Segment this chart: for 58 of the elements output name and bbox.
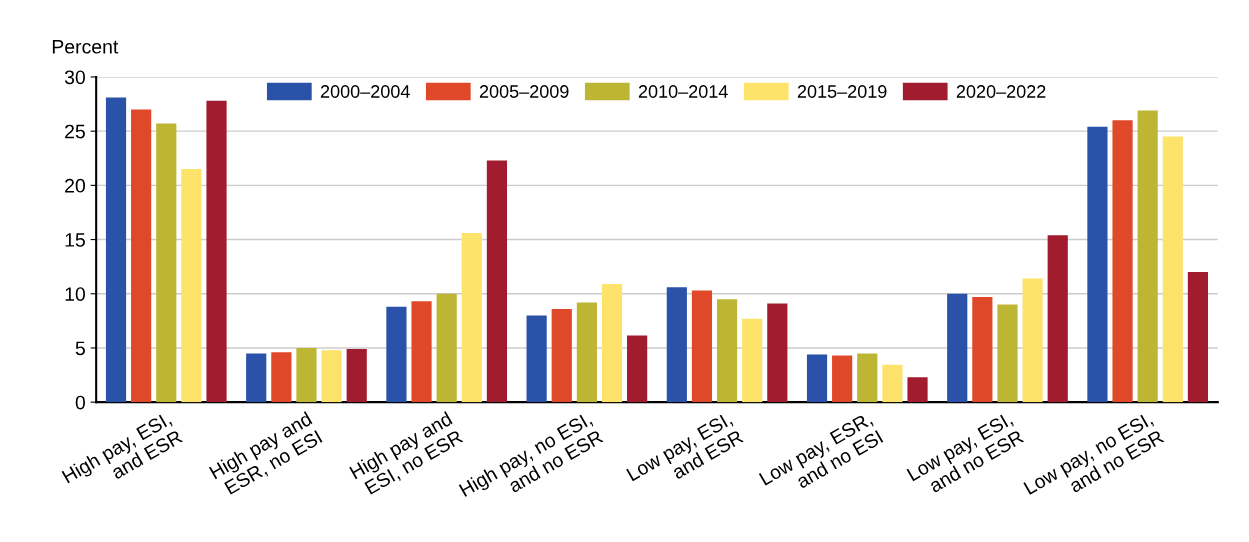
y-tick-label: 5 <box>75 341 85 356</box>
bar <box>691 290 713 403</box>
y-tick-label: 0 <box>75 395 85 410</box>
bar <box>346 349 367 403</box>
bar <box>156 123 177 403</box>
bar <box>206 100 227 403</box>
bar <box>806 354 828 403</box>
y-tick-label: 15 <box>65 233 85 247</box>
bar <box>321 350 342 403</box>
legend-label: 2015–2019 <box>797 85 887 98</box>
bar <box>997 304 1018 403</box>
bar <box>131 109 152 403</box>
y-tick-label: 25 <box>65 124 85 139</box>
bar <box>386 306 407 403</box>
y-tick-label: 30 <box>64 70 85 85</box>
bar <box>181 169 202 403</box>
bar <box>1112 120 1133 403</box>
bar <box>1047 235 1068 403</box>
bar <box>601 284 623 403</box>
x-tick-label: Low pay, ESR, and no ESI <box>758 411 884 489</box>
legend-label: 2000–2004 <box>320 85 410 98</box>
bar <box>551 308 572 403</box>
legend-label: 2010–2014 <box>638 85 728 98</box>
bar <box>246 353 267 403</box>
bar <box>742 318 763 403</box>
y-tick-label: 20 <box>65 178 85 193</box>
bar <box>767 303 788 403</box>
bar <box>576 302 597 403</box>
bar <box>1022 278 1043 403</box>
bar <box>526 315 547 403</box>
bar <box>947 293 968 403</box>
bar <box>1162 136 1183 403</box>
y-tick-label: 10 <box>65 287 85 301</box>
bar <box>882 364 903 403</box>
bar <box>832 355 853 403</box>
bar <box>666 287 687 403</box>
bar <box>271 352 292 403</box>
x-tick-label: Low pay, ESI, and ESR <box>626 411 744 485</box>
x-tick-label: Low pay, no ESI, and no ESR <box>1023 411 1165 499</box>
bar <box>1087 126 1108 403</box>
bar <box>972 297 993 403</box>
x-tick-label: High pay, ESI, and ESR <box>61 411 184 487</box>
legend-label: 2005–2009 <box>479 85 569 98</box>
x-tick-label: High pay and ESR, no ESI <box>208 411 324 497</box>
bar <box>1137 110 1158 403</box>
bar <box>1187 272 1209 403</box>
bar <box>436 293 457 403</box>
legend-label: 2020–2022 <box>956 85 1046 98</box>
bar <box>461 233 482 403</box>
bar <box>411 301 432 403</box>
bar <box>907 377 928 403</box>
bar <box>857 353 878 403</box>
bar <box>627 335 648 403</box>
y-axis-title: Percent <box>52 40 119 54</box>
bar <box>296 347 317 403</box>
bar <box>716 299 738 403</box>
bar <box>105 97 127 403</box>
bar <box>486 160 508 403</box>
